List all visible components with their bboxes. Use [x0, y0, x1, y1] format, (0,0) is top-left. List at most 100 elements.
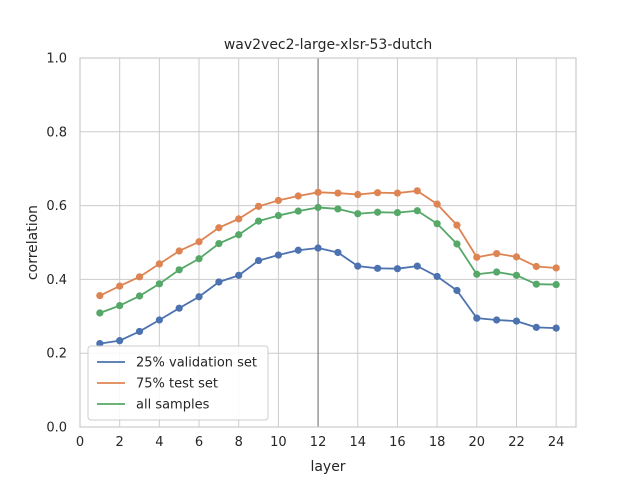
y-tick-label: 0.8	[46, 125, 67, 140]
y-tick-label: 0.2	[46, 347, 67, 362]
data-point	[552, 280, 560, 289]
data-point	[374, 264, 382, 272]
data-point	[155, 280, 163, 288]
data-point	[274, 251, 282, 259]
data-point	[354, 190, 362, 199]
data-point	[175, 304, 183, 312]
data-point	[334, 189, 342, 197]
x-tick-label: 24	[548, 435, 565, 450]
data-point	[393, 265, 402, 273]
data-point	[512, 317, 521, 325]
data-point	[254, 217, 263, 225]
data-point	[453, 221, 461, 229]
data-point	[453, 240, 461, 248]
x-axis-label: layer	[310, 459, 345, 475]
series-0	[96, 244, 560, 348]
data-point	[116, 301, 124, 310]
data-point	[116, 282, 124, 290]
data-point	[215, 278, 223, 286]
data-point	[135, 327, 144, 336]
data-point	[294, 246, 302, 254]
data-point	[334, 248, 342, 257]
data-point	[274, 196, 282, 205]
data-point	[354, 210, 362, 218]
data-point	[274, 211, 282, 220]
data-point	[374, 208, 382, 216]
x-tick-label: 14	[349, 435, 366, 450]
data-point	[155, 316, 163, 324]
data-point	[175, 247, 183, 255]
y-tick-labels: 0.0 0.2 0.4 0.6 0.8 1.0	[46, 52, 67, 436]
x-tick-label: 22	[508, 435, 525, 450]
data-point	[334, 205, 342, 213]
data-point	[294, 207, 302, 215]
x-tick-label: 0	[76, 435, 84, 450]
data-point	[96, 309, 104, 317]
data-point	[235, 271, 243, 279]
data-point	[195, 238, 203, 246]
x-tick-label: 20	[469, 435, 486, 450]
plot-frame	[79, 57, 577, 428]
legend-label: 75% test set	[136, 377, 218, 392]
series-2	[96, 203, 560, 317]
data-point	[532, 262, 540, 271]
x-tick-labels: 0 2 4 6 8 10 12 14 16 18 20 22 24	[76, 435, 565, 450]
data-point	[254, 256, 263, 265]
data-point	[96, 292, 104, 300]
y-tick-label: 0.6	[46, 199, 67, 214]
x-tick-label: 12	[310, 435, 327, 450]
data-point	[354, 262, 362, 270]
data-point	[393, 189, 402, 197]
data-point	[413, 262, 421, 270]
legend-label: 25% validation set	[136, 356, 257, 371]
y-axis-label: correlation	[25, 205, 41, 280]
data-point	[473, 253, 481, 261]
y-tick-label: 1.0	[46, 52, 67, 67]
data-point	[433, 200, 441, 208]
data-point	[314, 188, 322, 196]
data-point	[493, 268, 501, 276]
data-point	[116, 337, 124, 345]
series-1	[96, 187, 560, 300]
data-point	[314, 203, 322, 212]
data-point	[235, 215, 243, 223]
x-tick-label: 16	[389, 435, 406, 450]
data-point	[96, 340, 104, 348]
legend-label: all samples	[136, 398, 210, 413]
x-tick-label: 18	[429, 435, 446, 450]
y-tick-label: 0.0	[46, 421, 67, 436]
data-point	[254, 202, 263, 210]
series-group	[96, 187, 560, 348]
data-point	[215, 224, 223, 232]
data-point	[235, 231, 243, 239]
legend: 25% validation set 75% test set all sample…	[87, 345, 269, 421]
data-point	[433, 220, 441, 228]
x-tick-label: 6	[195, 435, 203, 450]
data-point	[552, 264, 560, 272]
chart-title: wav2vec2-large-xlsr-53-dutch	[224, 37, 432, 53]
data-point	[433, 272, 441, 281]
x-tick-label: 8	[235, 435, 243, 450]
data-point	[195, 255, 203, 263]
data-point	[413, 187, 421, 195]
data-point	[532, 323, 540, 331]
data-point	[294, 192, 302, 200]
data-point	[413, 207, 421, 215]
data-point	[473, 270, 481, 278]
legend-box	[87, 345, 269, 421]
x-tick-label: 4	[155, 435, 163, 450]
data-point	[215, 240, 223, 248]
data-point	[374, 189, 382, 197]
data-point	[453, 286, 461, 295]
data-point	[175, 266, 183, 274]
data-point	[393, 209, 402, 217]
x-tick-label: 2	[116, 435, 124, 450]
data-point	[135, 273, 144, 281]
data-point	[314, 244, 322, 252]
data-point	[532, 280, 540, 288]
data-point	[493, 249, 501, 258]
data-point	[135, 292, 144, 300]
data-point	[155, 260, 163, 268]
data-point	[493, 316, 501, 324]
